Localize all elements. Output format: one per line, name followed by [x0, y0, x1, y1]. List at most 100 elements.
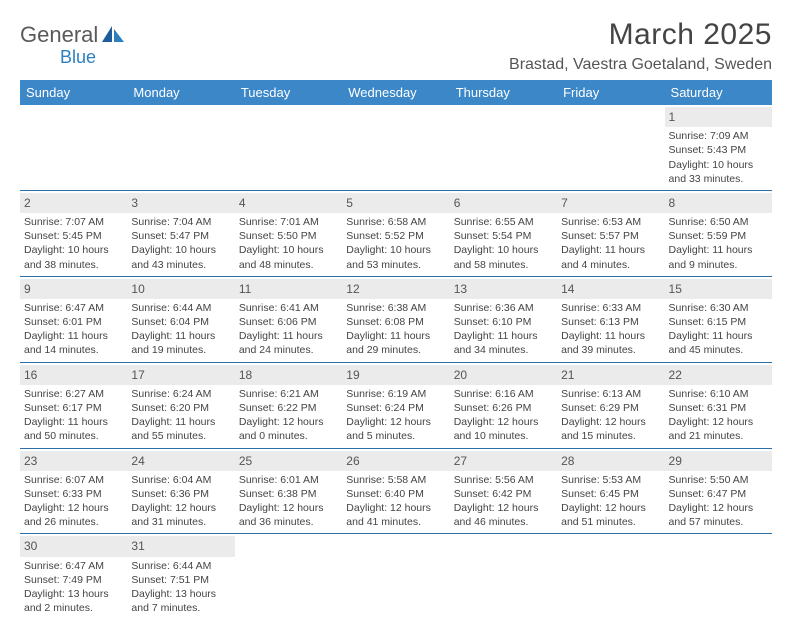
sunset-text: Sunset: 5:59 PM [669, 229, 768, 243]
day-cell: 28Sunrise: 5:53 AMSunset: 6:45 PMDayligh… [557, 448, 664, 534]
day-cell: 24Sunrise: 6:04 AMSunset: 6:36 PMDayligh… [127, 448, 234, 534]
sunset-text: Sunset: 6:04 PM [131, 315, 230, 329]
daylight-text: Daylight: 11 hours and 14 minutes. [24, 329, 123, 357]
table-row: 2Sunrise: 7:07 AMSunset: 5:45 PMDaylight… [20, 190, 772, 276]
day-number: 10 [127, 279, 234, 299]
brand-name-1: General [20, 24, 98, 46]
day-cell: 6Sunrise: 6:55 AMSunset: 5:54 PMDaylight… [450, 190, 557, 276]
daylight-text: Daylight: 10 hours and 53 minutes. [346, 243, 445, 271]
brand-logo: General Blue [20, 24, 126, 68]
sunrise-text: Sunrise: 6:33 AM [561, 301, 660, 315]
day-cell: 29Sunrise: 5:50 AMSunset: 6:47 PMDayligh… [665, 448, 772, 534]
day-number: 17 [127, 365, 234, 385]
sunrise-text: Sunrise: 6:58 AM [346, 215, 445, 229]
day-cell: 7Sunrise: 6:53 AMSunset: 5:57 PMDaylight… [557, 190, 664, 276]
logo-text-block: General Blue [20, 24, 126, 68]
sunset-text: Sunset: 6:42 PM [454, 487, 553, 501]
day-cell: 23Sunrise: 6:07 AMSunset: 6:33 PMDayligh… [20, 448, 127, 534]
day-number: 20 [450, 365, 557, 385]
day-cell: 18Sunrise: 6:21 AMSunset: 6:22 PMDayligh… [235, 362, 342, 448]
day-cell [235, 105, 342, 190]
day-cell: 11Sunrise: 6:41 AMSunset: 6:06 PMDayligh… [235, 276, 342, 362]
day-cell: 26Sunrise: 5:58 AMSunset: 6:40 PMDayligh… [342, 448, 449, 534]
col-sunday: Sunday [20, 80, 127, 105]
day-cell: 8Sunrise: 6:50 AMSunset: 5:59 PMDaylight… [665, 190, 772, 276]
day-cell: 27Sunrise: 5:56 AMSunset: 6:42 PMDayligh… [450, 448, 557, 534]
day-number: 23 [20, 451, 127, 471]
header: General Blue March 2025 Brastad, Vaestra… [20, 18, 772, 74]
sunset-text: Sunset: 6:10 PM [454, 315, 553, 329]
col-tuesday: Tuesday [235, 80, 342, 105]
sunset-text: Sunset: 5:45 PM [24, 229, 123, 243]
day-cell [342, 105, 449, 190]
day-cell: 30Sunrise: 6:47 AMSunset: 7:49 PMDayligh… [20, 534, 127, 619]
sunset-text: Sunset: 6:08 PM [346, 315, 445, 329]
daylight-text: Daylight: 11 hours and 24 minutes. [239, 329, 338, 357]
daylight-text: Daylight: 12 hours and 41 minutes. [346, 501, 445, 529]
daylight-text: Daylight: 12 hours and 5 minutes. [346, 415, 445, 443]
table-row: 1Sunrise: 7:09 AMSunset: 5:43 PMDaylight… [20, 105, 772, 190]
sunset-text: Sunset: 6:40 PM [346, 487, 445, 501]
sunrise-text: Sunrise: 7:04 AM [131, 215, 230, 229]
sunset-text: Sunset: 6:15 PM [669, 315, 768, 329]
calendar-table: Sunday Monday Tuesday Wednesday Thursday… [20, 80, 772, 619]
sunset-text: Sunset: 6:33 PM [24, 487, 123, 501]
day-cell [235, 534, 342, 619]
sunrise-text: Sunrise: 6:16 AM [454, 387, 553, 401]
day-number: 18 [235, 365, 342, 385]
day-cell: 19Sunrise: 6:19 AMSunset: 6:24 PMDayligh… [342, 362, 449, 448]
sunset-text: Sunset: 6:17 PM [24, 401, 123, 415]
day-number: 11 [235, 279, 342, 299]
sunrise-text: Sunrise: 6:19 AM [346, 387, 445, 401]
table-row: 9Sunrise: 6:47 AMSunset: 6:01 PMDaylight… [20, 276, 772, 362]
col-monday: Monday [127, 80, 234, 105]
sunrise-text: Sunrise: 6:53 AM [561, 215, 660, 229]
daylight-text: Daylight: 11 hours and 55 minutes. [131, 415, 230, 443]
sunset-text: Sunset: 7:51 PM [131, 573, 230, 587]
daylight-text: Daylight: 11 hours and 9 minutes. [669, 243, 768, 271]
daylight-text: Daylight: 10 hours and 43 minutes. [131, 243, 230, 271]
sunset-text: Sunset: 6:26 PM [454, 401, 553, 415]
daylight-text: Daylight: 11 hours and 29 minutes. [346, 329, 445, 357]
sunrise-text: Sunrise: 5:53 AM [561, 473, 660, 487]
sunrise-text: Sunrise: 6:30 AM [669, 301, 768, 315]
daylight-text: Daylight: 12 hours and 10 minutes. [454, 415, 553, 443]
daylight-text: Daylight: 10 hours and 48 minutes. [239, 243, 338, 271]
day-number: 22 [665, 365, 772, 385]
day-cell [557, 534, 664, 619]
day-cell: 1Sunrise: 7:09 AMSunset: 5:43 PMDaylight… [665, 105, 772, 190]
day-number: 4 [235, 193, 342, 213]
day-cell: 22Sunrise: 6:10 AMSunset: 6:31 PMDayligh… [665, 362, 772, 448]
sunrise-text: Sunrise: 6:04 AM [131, 473, 230, 487]
day-header-row: Sunday Monday Tuesday Wednesday Thursday… [20, 80, 772, 105]
day-number: 21 [557, 365, 664, 385]
day-cell: 12Sunrise: 6:38 AMSunset: 6:08 PMDayligh… [342, 276, 449, 362]
day-number: 1 [665, 107, 772, 127]
day-cell [665, 534, 772, 619]
sunset-text: Sunset: 5:54 PM [454, 229, 553, 243]
sunset-text: Sunset: 6:36 PM [131, 487, 230, 501]
day-cell: 10Sunrise: 6:44 AMSunset: 6:04 PMDayligh… [127, 276, 234, 362]
daylight-text: Daylight: 10 hours and 38 minutes. [24, 243, 123, 271]
sunset-text: Sunset: 6:29 PM [561, 401, 660, 415]
sunset-text: Sunset: 6:06 PM [239, 315, 338, 329]
sunrise-text: Sunrise: 7:01 AM [239, 215, 338, 229]
sunrise-text: Sunrise: 6:44 AM [131, 559, 230, 573]
sunset-text: Sunset: 6:22 PM [239, 401, 338, 415]
page: General Blue March 2025 Brastad, Vaestra… [0, 0, 792, 619]
title-block: March 2025 Brastad, Vaestra Goetaland, S… [509, 18, 772, 74]
sunrise-text: Sunrise: 6:36 AM [454, 301, 553, 315]
sunset-text: Sunset: 6:31 PM [669, 401, 768, 415]
sunrise-text: Sunrise: 6:21 AM [239, 387, 338, 401]
day-number: 24 [127, 451, 234, 471]
day-cell: 13Sunrise: 6:36 AMSunset: 6:10 PMDayligh… [450, 276, 557, 362]
daylight-text: Daylight: 12 hours and 51 minutes. [561, 501, 660, 529]
col-thursday: Thursday [450, 80, 557, 105]
sunrise-text: Sunrise: 6:27 AM [24, 387, 123, 401]
day-number: 27 [450, 451, 557, 471]
daylight-text: Daylight: 12 hours and 21 minutes. [669, 415, 768, 443]
daylight-text: Daylight: 10 hours and 58 minutes. [454, 243, 553, 271]
daylight-text: Daylight: 10 hours and 33 minutes. [669, 158, 768, 186]
sunrise-text: Sunrise: 6:55 AM [454, 215, 553, 229]
day-number: 15 [665, 279, 772, 299]
